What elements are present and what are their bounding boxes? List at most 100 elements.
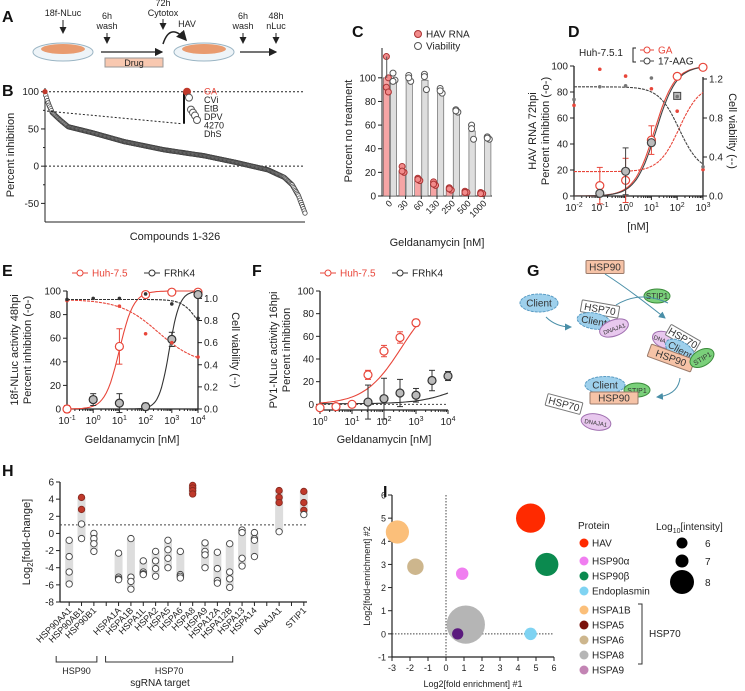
- y2-tick-label: 0.4: [709, 152, 723, 163]
- x-tick-label: -1: [424, 663, 432, 673]
- point-frhk4: [379, 394, 389, 404]
- y2-tick-label: 0.8: [204, 316, 218, 327]
- panel-label-g: G: [527, 263, 539, 280]
- x-tick-label: 104: [440, 416, 455, 428]
- data-point: [151, 547, 160, 556]
- legend-label-frhk4: FRhK4: [412, 269, 444, 280]
- x-tick-label: 250: [439, 198, 457, 216]
- bar-hav-rna: [382, 77, 390, 197]
- data-point: [114, 576, 123, 584]
- y-tick-label: 3: [381, 560, 386, 570]
- y-axis-label: Log2[fold-change]: [21, 499, 35, 585]
- point-frhk4-viability: [65, 297, 69, 302]
- data-point: [65, 552, 73, 561]
- node-stip1-b: STIP1: [689, 348, 715, 368]
- inset-label: EtB: [204, 104, 219, 114]
- y2-tick-label: 0.6: [204, 338, 218, 349]
- y-tick-label: 0: [370, 192, 376, 203]
- range-bar: [225, 543, 234, 588]
- x-tick-label: 100: [86, 415, 101, 427]
- point-viability: [389, 77, 397, 85]
- curve-17aag-inhibition: [573, 66, 704, 197]
- node-hsp90-top-shape: [585, 260, 625, 274]
- node-dnaja1-a-shape: [599, 318, 629, 338]
- x-tick-label: 102: [376, 416, 391, 428]
- data-point: [275, 528, 283, 536]
- node-dnaja1-free-shape: [580, 413, 612, 431]
- x-tick-label: 103: [695, 202, 710, 214]
- point-hsp90: [535, 552, 559, 577]
- node-dnaja1-free-label: DNAJA1: [584, 419, 608, 429]
- point-hav-rna: [477, 190, 485, 198]
- legend-label: Endoplasmin: [592, 587, 650, 598]
- x-axis-label: Geldanamycin [nM]: [390, 237, 485, 249]
- point-viability: [483, 134, 491, 142]
- x-tick-label: 101: [344, 416, 359, 428]
- y-tick-label: 0: [308, 400, 314, 411]
- y2-axis-label: Cell viability (--): [229, 312, 241, 388]
- x-tick-label: -3: [388, 663, 396, 673]
- point-hspa8: [446, 605, 485, 644]
- data-point: [127, 585, 135, 593]
- point-frhk4: [443, 371, 453, 381]
- point-frhk4-viability: [91, 296, 95, 301]
- y-tick-label: 6: [48, 478, 54, 489]
- y-tick-label: 80: [557, 88, 569, 99]
- data-point: [164, 554, 172, 562]
- y-axis-label-2: Percent inhibition (-o-): [540, 77, 552, 185]
- data-point: [90, 547, 98, 556]
- curve-huh75-viability: [66, 299, 199, 359]
- dish-2: [173, 42, 235, 62]
- data-point: [300, 510, 308, 519]
- data-point: [151, 564, 160, 573]
- x-tick-label: 101: [644, 202, 659, 214]
- panel-label-a: A: [2, 9, 14, 26]
- y-tick-label: 0: [381, 629, 386, 639]
- x-tick-label: STIP1: [283, 605, 308, 630]
- curve-17aag-viability: [574, 86, 704, 165]
- node-client-free: Client: [519, 293, 559, 313]
- point-viability: [420, 73, 428, 81]
- y2-axis-label: Cell viability (--): [726, 93, 738, 169]
- legend-marker: [579, 586, 589, 596]
- dish-1: [32, 42, 94, 62]
- legend-label-viability: Viability: [426, 42, 460, 53]
- legend-label: HSP90β: [592, 572, 630, 583]
- y-axis-label-2: Percent inhibition (-o-): [22, 296, 34, 404]
- legend-marker: [579, 538, 589, 548]
- y2-tick-label: 0.0: [204, 405, 218, 416]
- node-client-free-label: Client: [526, 299, 552, 310]
- node-hsp70-free-shape: [544, 393, 584, 415]
- legend-marker-frhk4: [396, 269, 404, 277]
- data-point: [139, 557, 147, 565]
- size-legend-label: 6: [705, 539, 711, 550]
- data-point: [226, 575, 234, 583]
- curve-frhk4-inhibition: [127, 290, 199, 410]
- y-tick-label: 20: [50, 381, 62, 392]
- y-tick-label: 40: [50, 357, 62, 368]
- x-axis-label: Log2[fold enrichment] #1: [423, 679, 522, 689]
- y-tick-label: -2: [45, 546, 54, 557]
- legend-label-17aag: 17-AAG: [658, 57, 694, 68]
- point-17aag-viability: [649, 76, 654, 80]
- point-hav-rna: [430, 180, 438, 188]
- data-point: [164, 546, 172, 554]
- size-legend-marker: [675, 554, 689, 568]
- y2-tick-label: 0.8: [709, 113, 723, 124]
- panel-label-i: I: [383, 484, 387, 501]
- legend-marker-huh75: [76, 269, 84, 277]
- legend-label: HSPA8: [592, 651, 624, 662]
- data-point: [201, 564, 209, 572]
- data-point: [250, 528, 259, 537]
- x-tick-label: 100: [312, 416, 327, 428]
- y-tick-label: 60: [557, 114, 569, 125]
- y-axis-label: Percent inhibition: [5, 113, 17, 197]
- data-point: [127, 534, 135, 543]
- point-frhk4: [411, 390, 421, 400]
- x-tick-label: 102: [138, 415, 153, 427]
- point-ga-viability: [701, 167, 705, 172]
- data-point: [226, 540, 234, 548]
